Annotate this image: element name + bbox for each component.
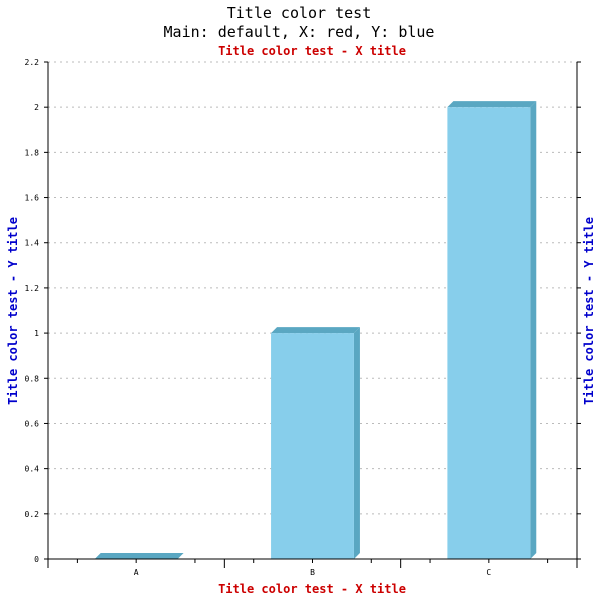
x-tick-labels: A B C xyxy=(134,568,492,577)
bar xyxy=(271,333,354,559)
y-tick-label: 2.2 xyxy=(25,58,40,67)
x-tick-label: B xyxy=(310,568,315,577)
y-tick-label: 0.4 xyxy=(25,465,40,474)
bar-side xyxy=(530,101,537,559)
y-tick-label: 0 xyxy=(34,555,39,564)
y-tick-label: 0.8 xyxy=(25,374,40,383)
y-axis-title-right: Title color test - Y title xyxy=(582,217,596,405)
bar xyxy=(447,107,531,559)
y-tick-label: 1.8 xyxy=(25,148,40,157)
y-tick-labels: 0 0.2 0.4 0.6 0.8 1 1.2 1.4 1.6 1.8 2 2.2 xyxy=(25,58,40,564)
x-tick-label: A xyxy=(134,568,139,577)
y-tick-label: 1.4 xyxy=(25,239,40,248)
x-axis-title-top: Title color test - X title xyxy=(218,44,406,58)
y-tick-label: 1 xyxy=(34,329,39,338)
y-tick-label: 0.2 xyxy=(25,510,40,519)
y-tick-label: 1.6 xyxy=(25,194,40,203)
x-tick-label: C xyxy=(486,568,491,577)
y-tick-label: 2 xyxy=(34,103,39,112)
bar-top xyxy=(447,101,537,108)
bar-side xyxy=(353,327,360,559)
bar-top xyxy=(94,553,184,559)
y-tick-label: 1.2 xyxy=(25,284,40,293)
axes xyxy=(44,61,581,568)
bars xyxy=(94,101,537,559)
x-axis-title-bottom: Title color test - X title xyxy=(218,582,406,596)
bar-top xyxy=(271,327,360,334)
chart-title: Title color test xyxy=(227,4,372,22)
chart-subtitle: Main: default, X: red, Y: blue xyxy=(164,23,435,41)
y-axis-title-left: Title color test - Y title xyxy=(6,217,20,405)
y-tick-label: 0.6 xyxy=(25,419,40,428)
